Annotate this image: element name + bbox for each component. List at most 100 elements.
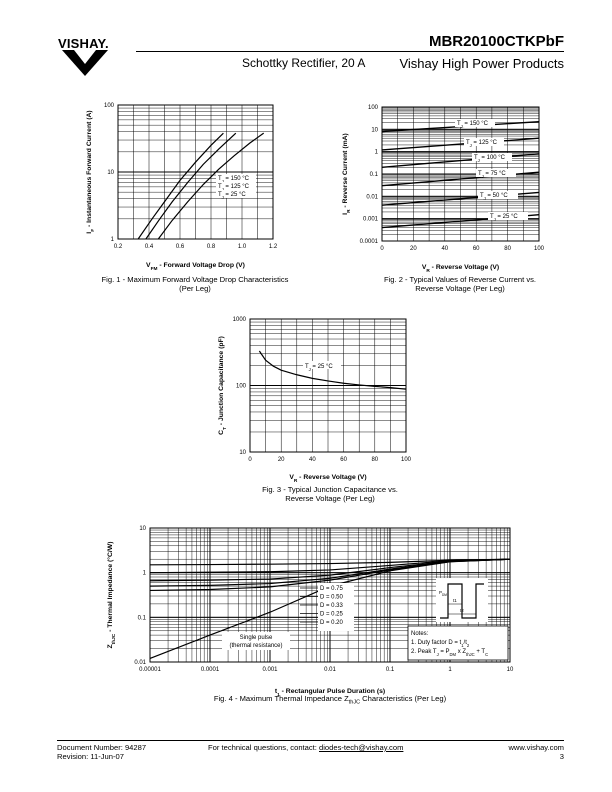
series-line-1 <box>381 137 540 151</box>
fig4-caption: Fig. 4 - Maximum Thermal Impedance ZthJC… <box>213 694 447 706</box>
x-axis-title: t1 - Rectangular Pulse Duration (s) <box>275 688 385 698</box>
series-label: TJ = 100 °C <box>474 155 506 163</box>
header-rule <box>136 51 564 52</box>
series-label: TJ = 25 °C <box>305 364 333 372</box>
contact-email-link[interactable]: diodes-tech@vishay.com <box>319 743 404 752</box>
footer-rule <box>57 740 564 741</box>
x-tick-label: 0.1 <box>386 667 395 673</box>
vishay-logo-triangle <box>62 50 108 76</box>
page-number: 3 <box>559 752 564 761</box>
legend-bg <box>476 169 516 177</box>
y-tick-label: 100 <box>236 384 247 390</box>
inset-label-pdm: PDM <box>439 590 447 597</box>
y-tick-label: 100 <box>368 105 379 111</box>
y-tick-label: 1000 <box>233 317 247 323</box>
fig1-forward-voltage-chart: 0.2 0.4 0.6 0.8 1.0 1.2 1 10 100 VFM - Forward V… <box>86 103 278 272</box>
series-label: TJ = 150 °C <box>457 121 489 129</box>
series-line-2 <box>381 153 540 168</box>
footer-contact: For technical questions, contact: diodes… <box>208 743 404 752</box>
x-tick-label: 60 <box>340 457 347 463</box>
x-tick-label: 40 <box>441 246 448 252</box>
inset-label-t1: t1 <box>453 598 457 603</box>
y-tick-label: 0.01 <box>366 194 378 200</box>
fig2-reverse-current-chart: 0 20 40 60 80 100 0.0001 0.001 0.01 0.1 1 10 100 VR … <box>342 105 545 274</box>
website-link[interactable]: www.vishay.com <box>508 743 564 752</box>
y-tick-label: 10 <box>139 526 146 532</box>
y-axis-title: CT - Junction Capacitance (pF) <box>218 336 228 435</box>
x-tick-label: 80 <box>504 246 511 252</box>
y-axis-title: ZthJC - Thermal Impedance (°C/W) <box>106 542 117 649</box>
x-tick-label: 1 <box>448 667 452 673</box>
x-tick-label: 10 <box>507 667 514 673</box>
fig2-caption: Fig. 2 - Typical Values of Reverse Curre… <box>383 275 537 293</box>
notes-line-2: 2. Peak TJ = PDM x ZthJC + TC <box>411 649 488 657</box>
x-tick-label: 100 <box>534 246 545 252</box>
document-number: Document Number: 94287 <box>57 743 147 752</box>
x-tick-label: 0.00001 <box>139 667 161 673</box>
y-tick-label: 1 <box>111 237 115 243</box>
x-axis-title: VFM - Forward Voltage Drop (V) <box>146 262 245 272</box>
fig3-junction-capacitance-chart: 0 20 40 60 80 100 10 100 1000 VR - Reverse Volta… <box>218 317 412 484</box>
legend-label: D = 0.50 <box>320 595 344 601</box>
x-tick-label: 80 <box>371 457 378 463</box>
fig3-caption: Fig. 3 - Typical Junction Capacitance vs… <box>262 485 398 503</box>
x-tick-label: 0.4 <box>145 244 154 250</box>
document-subtitle: Schottky Rectifier, 20 A <box>242 56 366 70</box>
y-tick-label: 0.01 <box>134 660 146 666</box>
single-pulse-label: Single pulse <box>240 635 273 641</box>
single-pulse-label: (thermal resistance) <box>229 643 282 649</box>
footer-left: Document Number: 94287 Revision: 11-Jun-… <box>57 743 146 761</box>
x-tick-label: 0 <box>248 457 252 463</box>
y-tick-label: 0.0001 <box>360 239 379 245</box>
legend-bg <box>478 191 518 199</box>
x-tick-label: 0.8 <box>207 244 216 250</box>
x-tick-label: 0.2 <box>114 244 123 250</box>
series-label: TJ = 25 °C <box>490 214 518 222</box>
x-tick-label: 60 <box>473 246 480 252</box>
footer-right: www.vishay.com 3 <box>508 743 564 761</box>
legend-label: TJ = 150 °C <box>218 176 250 184</box>
y-tick-label: 10 <box>371 127 378 133</box>
y-tick-label: 0.1 <box>138 615 147 621</box>
y-tick-label: 0.001 <box>363 217 379 223</box>
notes-line-1: 1. Duty factor D = t1/t2 <box>411 640 470 648</box>
x-tick-label: 40 <box>309 457 316 463</box>
inset-label-t2: t2 <box>460 608 464 613</box>
legend-bg <box>455 119 495 127</box>
series-line-0 <box>258 350 407 390</box>
fig1-caption: Fig. 1 - Maximum Forward Voltage Drop Ch… <box>101 275 289 293</box>
brand-name: Vishay High Power Products <box>399 56 564 71</box>
legend-label: D = 0.75 <box>320 586 344 592</box>
legend-label: TJ = 25 °C <box>218 192 246 200</box>
series-line-0 <box>137 132 224 240</box>
part-number: MBR20100CTKPbF <box>428 33 564 50</box>
series-label: TJ = 125 °C <box>466 140 498 148</box>
x-tick-label: 0.0001 <box>201 667 220 673</box>
series-line-2 <box>157 132 265 240</box>
fig4-thermal-impedance-chart: 0.00001 0.0001 0.001 0.01 0.1 1 10 0.01 0.1 1 10 t… <box>106 526 514 698</box>
y-tick-label: 0.1 <box>370 172 379 178</box>
legend-bg <box>464 138 504 146</box>
x-tick-label: 0.001 <box>262 667 278 673</box>
y-tick-label: 10 <box>107 170 114 176</box>
series-line-1 <box>145 132 237 240</box>
x-tick-label: 20 <box>410 246 417 252</box>
x-tick-label: 0 <box>380 246 384 252</box>
y-tick-label: 10 <box>239 450 246 456</box>
y-tick-label: 1 <box>143 571 147 577</box>
notes-title: Notes: <box>411 631 429 637</box>
single-pulse-bg <box>222 632 290 650</box>
notes-box <box>407 625 509 661</box>
vishay-logo: VISHAY. <box>58 36 109 51</box>
y-axis-title: IR - Reverse Current (mA) <box>342 133 352 215</box>
series-label: TJ = 50 °C <box>480 193 508 201</box>
y-axis-title: IF - Instantaneous Forward Current (A) <box>86 110 96 233</box>
legend-bg <box>318 583 354 631</box>
revision: Revision: 11-Jun-07 <box>57 752 124 761</box>
y-tick-label: 100 <box>104 103 115 109</box>
x-tick-label: 0.6 <box>176 244 185 250</box>
y-tick-label: 1 <box>375 150 379 156</box>
x-tick-label: 1.0 <box>238 244 247 250</box>
x-tick-label: 0.01 <box>324 667 336 673</box>
legend-bg <box>488 212 528 220</box>
